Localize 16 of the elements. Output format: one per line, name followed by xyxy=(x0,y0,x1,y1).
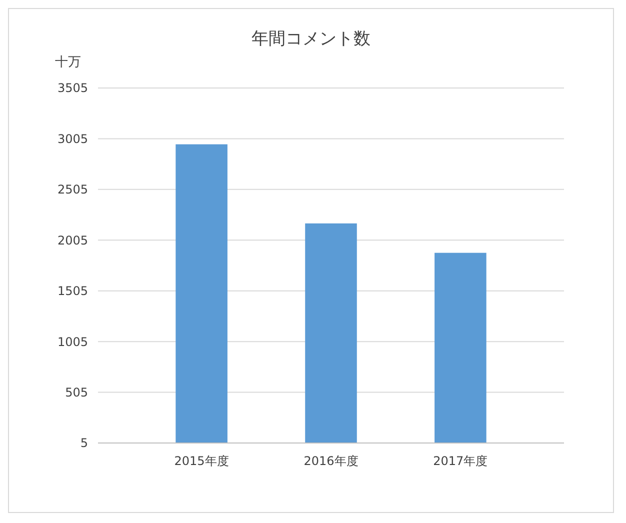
x-tick-label: 2017年度 xyxy=(433,454,488,468)
y-tick-label: 1505 xyxy=(57,284,88,298)
y-tick-label: 1005 xyxy=(57,334,88,349)
y-tick-label: 3505 xyxy=(57,81,88,96)
bar xyxy=(434,252,486,443)
y-axis-title: 十万 xyxy=(55,55,81,70)
y-tick-label: 5 xyxy=(80,436,88,450)
chart-title: 年間コメント数 xyxy=(252,29,370,49)
y-tick-label: 505 xyxy=(65,385,88,400)
x-tick-label: 2015年度 xyxy=(174,454,229,468)
x-tick-label: 2016年度 xyxy=(304,454,358,468)
bar xyxy=(176,144,228,443)
bar xyxy=(305,223,357,443)
y-tick-label: 3005 xyxy=(57,132,88,146)
y-tick-label: 2505 xyxy=(57,182,88,197)
y-tick-label: 2005 xyxy=(57,233,88,248)
